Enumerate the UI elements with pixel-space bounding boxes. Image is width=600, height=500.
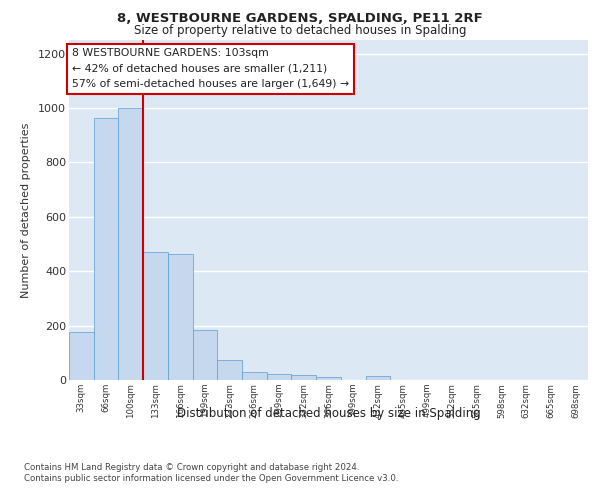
Bar [267, 374, 292, 380]
Bar [168, 254, 193, 380]
Text: Contains public sector information licensed under the Open Government Licence v3: Contains public sector information licen… [24, 474, 398, 483]
Text: Size of property relative to detached houses in Spalding: Size of property relative to detached ho… [134, 24, 466, 37]
Y-axis label: Number of detached properties: Number of detached properties [21, 122, 31, 298]
Bar [292, 374, 316, 380]
Bar [242, 372, 267, 380]
Text: Contains HM Land Registry data © Crown copyright and database right 2024.: Contains HM Land Registry data © Crown c… [24, 462, 359, 471]
Bar [217, 360, 242, 380]
Bar [118, 108, 143, 380]
Text: 8 WESTBOURNE GARDENS: 103sqm
← 42% of detached houses are smaller (1,211)
57% of: 8 WESTBOURNE GARDENS: 103sqm ← 42% of de… [71, 48, 349, 89]
Bar [143, 252, 168, 380]
Bar [365, 376, 390, 380]
Bar [69, 332, 94, 380]
Text: 8, WESTBOURNE GARDENS, SPALDING, PE11 2RF: 8, WESTBOURNE GARDENS, SPALDING, PE11 2R… [117, 12, 483, 26]
Bar [193, 330, 217, 380]
Text: Distribution of detached houses by size in Spalding: Distribution of detached houses by size … [177, 408, 481, 420]
Bar [316, 376, 341, 380]
Bar [94, 118, 118, 380]
